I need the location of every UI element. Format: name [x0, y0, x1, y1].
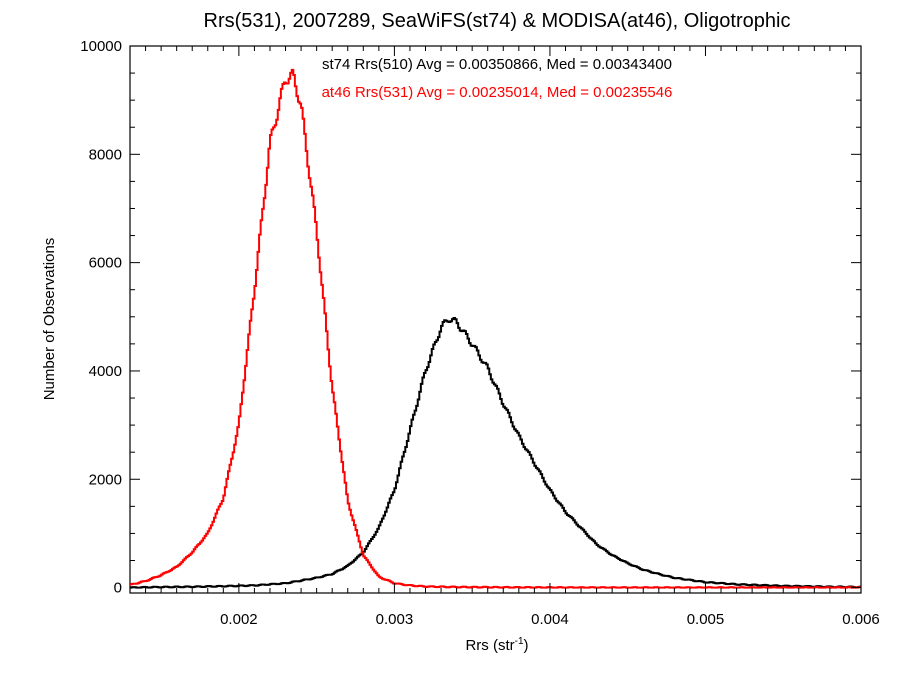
annotation-st74: st74 Rrs(510) Avg = 0.00350866, Med = 0.…	[322, 56, 672, 73]
x-tick-label: 0.003	[376, 611, 414, 628]
series-layer	[130, 68, 861, 589]
y-tick-label: 8000	[89, 146, 122, 163]
x-tick-label: 0.005	[687, 611, 725, 628]
chart-title: Rrs(531), 2007289, SeaWiFS(st74) & MODIS…	[204, 10, 791, 32]
plot-frame	[129, 45, 862, 594]
x-axis-label-main: Rrs (str	[465, 637, 514, 654]
series-line-0	[130, 317, 861, 589]
x-axis-label-close: )	[524, 637, 529, 654]
x-axis-label-superscript: -1	[515, 636, 524, 647]
x-tick-label: 0.006	[842, 611, 880, 628]
annotation-at46: at46 Rrs(531) Avg = 0.00235014, Med = 0.…	[322, 84, 673, 101]
y-tick-label: 0	[114, 580, 122, 597]
series-line-1	[130, 68, 861, 589]
axis-ticks: 0.002 0.003 0.004 0.005 0.006 0 2000 4000 6000 80…	[80, 38, 879, 628]
y-tick-label: 10000	[80, 38, 122, 55]
x-tick-label: 0.004	[531, 611, 569, 628]
y-tick-label: 2000	[89, 471, 122, 488]
x-tick-label: 0.002	[220, 611, 258, 628]
x-axis-label: Rrs (str-1)	[465, 636, 528, 654]
y-tick-label: 6000	[89, 255, 122, 272]
y-tick-label: 4000	[89, 363, 122, 380]
y-axis-label: Number of Observations	[41, 238, 58, 401]
